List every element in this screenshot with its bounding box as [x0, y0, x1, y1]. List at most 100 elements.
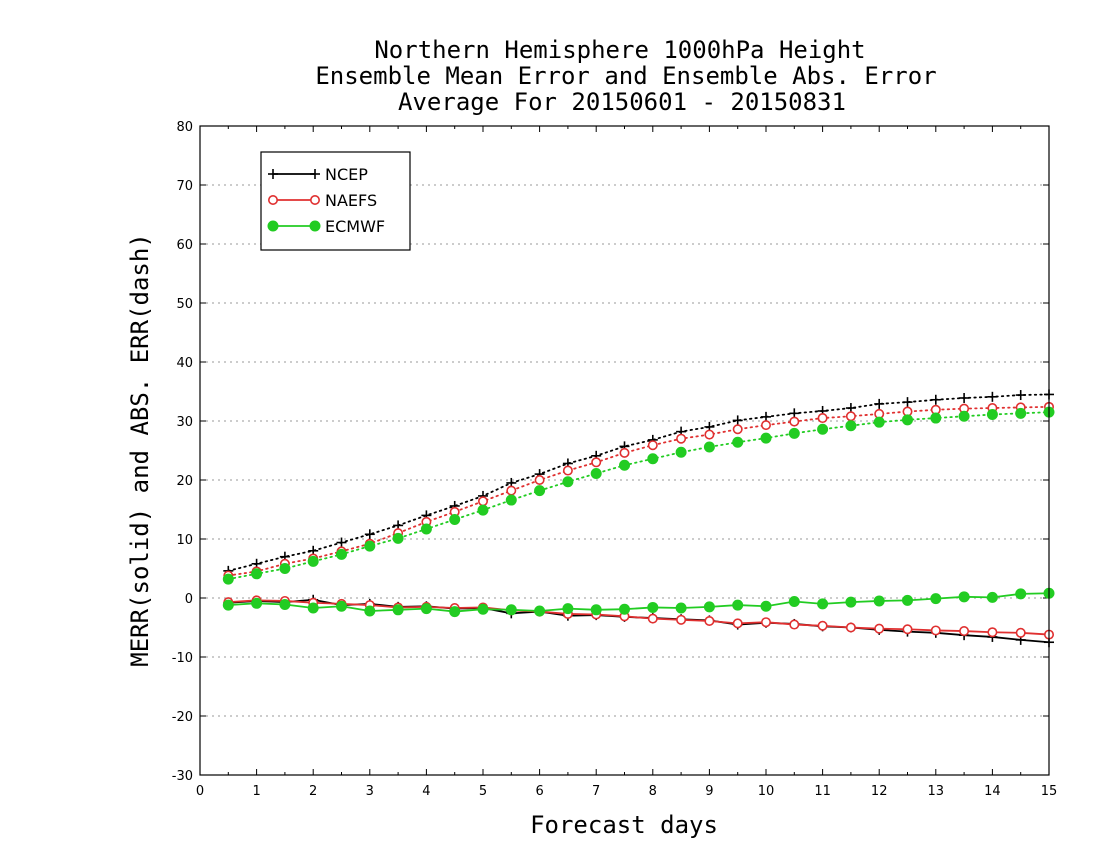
naefs-abs-err-point-13	[591, 457, 602, 468]
ecmwf-abs-err-point-21	[817, 423, 829, 435]
x-tick-label-5: 5	[479, 784, 487, 799]
ecmwf-merr-line	[228, 592, 1050, 613]
ncep-abs-err-point-26	[959, 392, 970, 403]
ecmwf-merr-point-3	[307, 602, 319, 614]
ecmwf-abs-err-point-7	[420, 523, 432, 535]
ecmwf-merr-point-20	[788, 596, 800, 608]
ecmwf-merr-point-10	[505, 604, 517, 616]
ecmwf-abs-err-point-4	[336, 548, 347, 560]
ecmwf-merr-point-22	[845, 596, 857, 608]
x-tick-label-0: 0	[196, 784, 204, 799]
naefs-merr-point-21	[817, 620, 828, 631]
x-tick-label-6: 6	[535, 784, 543, 799]
ecmwf-abs-err-point-25	[930, 412, 942, 424]
naefs-merr-point-17	[704, 616, 715, 627]
ecmwf-merr-point-24	[902, 594, 913, 606]
y-tick-label-2: 60	[176, 238, 193, 253]
ecmwf-abs-err-point-13	[590, 468, 602, 480]
ncep-abs-err-point-5	[364, 529, 375, 540]
ecmwf-merr-point-7	[420, 603, 432, 615]
ecmwf-merr-point-26	[958, 591, 970, 603]
ecmwf-abs-err-point-17	[703, 441, 715, 453]
x-tick-label-8: 8	[649, 784, 657, 799]
ecmwf-merr-point-9	[477, 603, 489, 615]
legend-label-naefs: NAEFS	[325, 191, 377, 210]
ecmwf-abs-err-point-19	[760, 432, 772, 444]
x-tick-label-15: 15	[1041, 784, 1058, 799]
ecmwf-abs-err-line	[227, 411, 1050, 581]
ecmwf-abs-err-point-23	[873, 416, 885, 428]
ecmwf-merr-point-8	[449, 606, 461, 618]
naefs-merr-point-28	[1015, 627, 1026, 638]
naefs-abs-err-point-21	[817, 413, 828, 424]
ecmwf-merr-point-1	[251, 597, 263, 609]
ecmwf-merr-point-17	[703, 601, 715, 613]
ecmwf-merr-point-23	[873, 595, 885, 607]
legend-label-ecmwf: ECMWF	[325, 217, 385, 236]
x-tick-label-2: 2	[309, 784, 317, 799]
x-tick-label-13: 13	[928, 784, 945, 799]
naefs-merr-point-25	[930, 625, 941, 636]
x-tick-label-1: 1	[252, 784, 260, 799]
ecmwf-abs-err-point-11	[534, 485, 546, 497]
plot-frame	[199, 125, 1050, 776]
ecmwf-merr-point-19	[760, 600, 772, 612]
ecmwf-merr-point-21	[817, 598, 829, 610]
ecmwf-abs-err-point-20	[788, 427, 800, 439]
ncep-abs-err-point-4	[336, 537, 347, 548]
x-tick-label-10: 10	[758, 784, 775, 799]
ncep-abs-err-point-25	[930, 394, 941, 405]
ecmwf-abs-err-point-10	[505, 494, 517, 506]
legend-marker-right-ecmwf	[309, 220, 321, 232]
y-tick-label-5: 30	[176, 415, 193, 430]
naefs-abs-err-point-19	[760, 420, 771, 431]
chart-title-line-2: Ensemble Mean Error and Ensemble Abs. Er…	[315, 62, 936, 90]
naefs-abs-err-point-14	[619, 447, 630, 458]
series-layer	[222, 389, 1055, 648]
ecmwf-abs-err-point-6	[392, 532, 404, 544]
y-axis-label: MERR(solid) and ABS. ERR(dash)	[126, 233, 154, 666]
x-tick-label-12: 12	[871, 784, 888, 799]
x-axis-label: Forecast days	[530, 811, 718, 839]
naefs-merr-point-26	[959, 626, 970, 637]
chart-title-line-3: Average For 20150601 - 20150831	[398, 88, 846, 116]
legend-marker-left-naefs	[267, 195, 278, 206]
x-tick-label-3: 3	[366, 784, 374, 799]
naefs-merr-point-20	[789, 619, 800, 630]
naefs-merr-point-15	[647, 613, 658, 624]
ecmwf-abs-err-point-18	[732, 436, 744, 448]
ncep-abs-err-line	[227, 393, 1050, 572]
naefs-abs-err-point-17	[704, 429, 715, 440]
ecmwf-merr-point-6	[392, 604, 404, 616]
naefs-abs-err-point-9	[477, 496, 488, 507]
y-tick-label-7: 10	[176, 533, 193, 548]
x-tick-label-7: 7	[592, 784, 600, 799]
naefs-abs-err-point-15	[647, 440, 658, 451]
ncep-abs-err-point-24	[902, 397, 913, 408]
ecmwf-merr-point-5	[364, 605, 376, 617]
ecmwf-abs-err-point-22	[845, 420, 857, 432]
naefs-abs-err-point-22	[845, 411, 856, 422]
x-tick-label-4: 4	[422, 784, 430, 799]
legend-marker-right-naefs	[309, 195, 320, 206]
ecmwf-abs-err-point-26	[958, 410, 970, 422]
ecmwf-abs-err-point-14	[619, 459, 630, 471]
x-tick-label-14: 14	[984, 784, 1001, 799]
ncep-merr-line	[228, 598, 1050, 644]
ecmwf-abs-err-point-3	[307, 555, 319, 567]
legend: NCEP NAEFS ECMWF	[260, 151, 411, 251]
naefs-merr-point-23	[874, 623, 885, 634]
ecmwf-abs-err-point-28	[1015, 407, 1027, 419]
ncep-abs-err-point-23	[874, 398, 885, 409]
ecmwf-merr-point-12	[562, 603, 574, 615]
ecmwf-merr-point-18	[732, 599, 744, 611]
ecmwf-merr-point-28	[1015, 588, 1027, 600]
ecmwf-abs-err-point-9	[477, 504, 489, 516]
naefs-merr-point-16	[676, 614, 687, 625]
ecmwf-abs-err-point-0	[222, 573, 234, 585]
chart-title-line-1: Northern Hemisphere 1000hPa Height	[374, 36, 865, 64]
y-tick-label-8: 0	[185, 592, 193, 607]
